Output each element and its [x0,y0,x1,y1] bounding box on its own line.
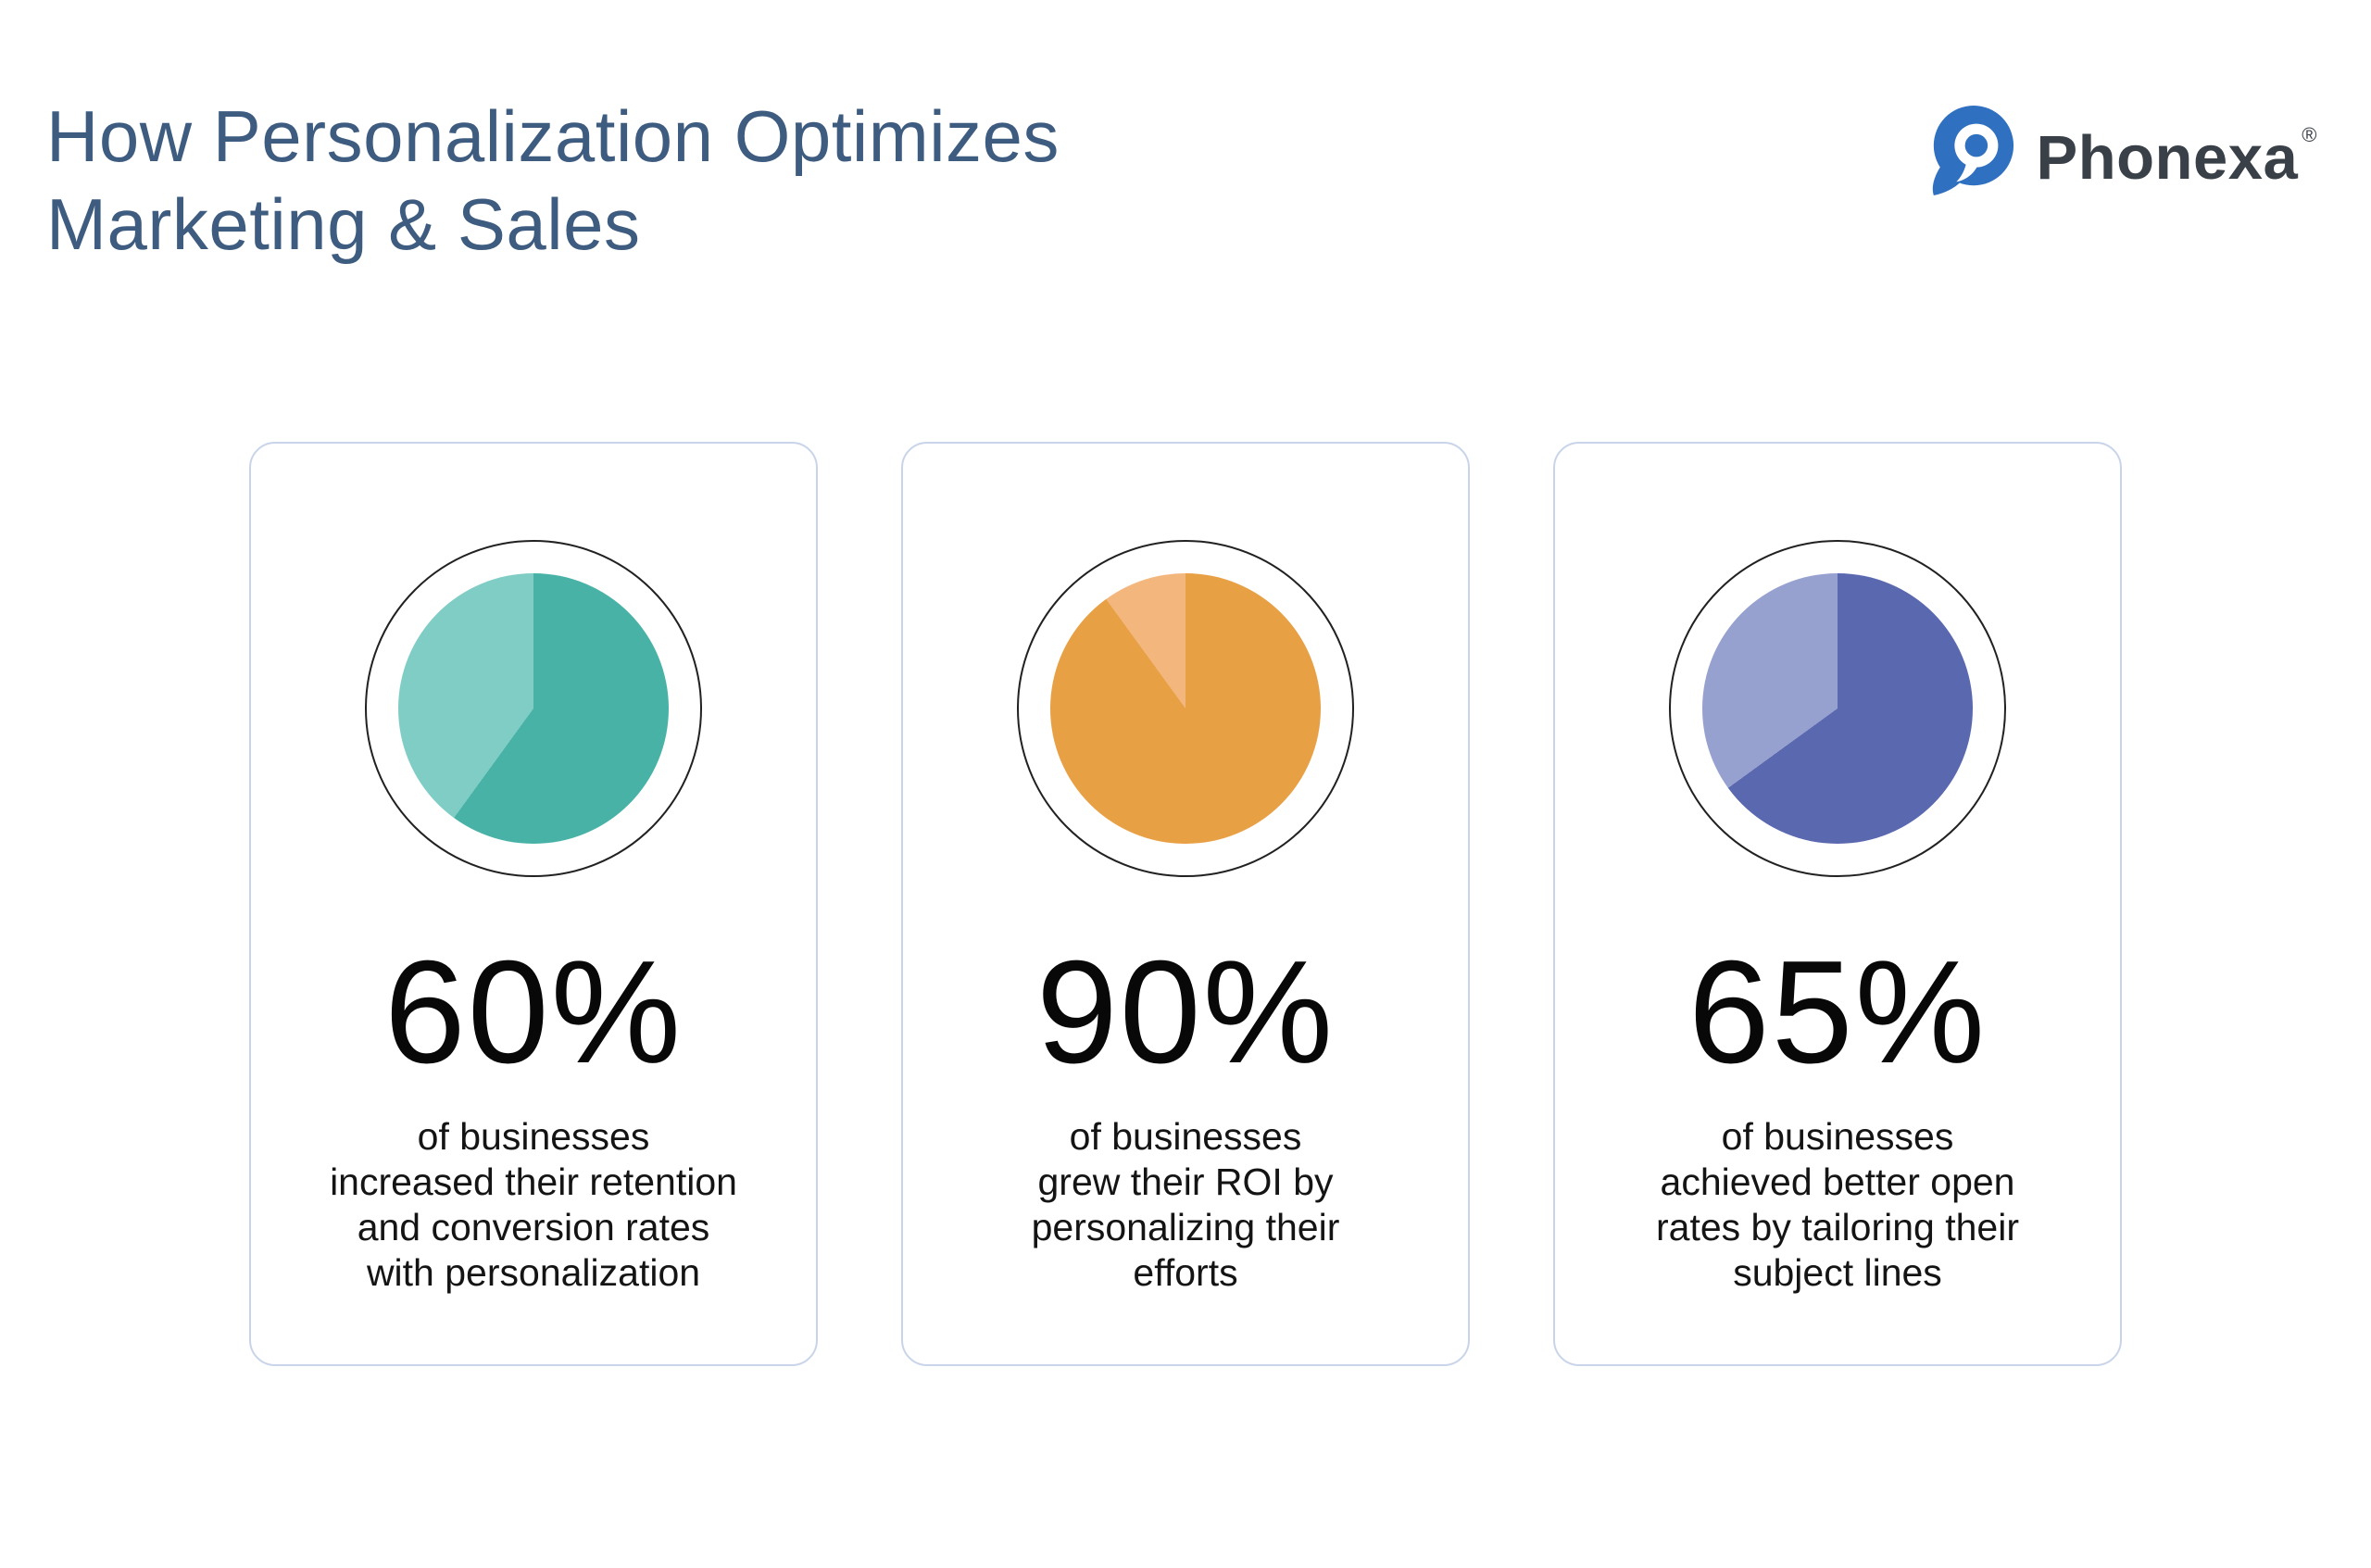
stat-percent: 90% [1035,931,1336,1094]
stat-description: of businesses grew their ROI by personal… [1031,1114,1340,1295]
phonexa-logo: Phonexa ® [1926,104,2317,198]
registered-trademark: ® [2302,122,2317,146]
pie-outer-ring [1017,540,1354,877]
stat-description: of businesses achieved better open rates… [1656,1114,2019,1295]
stat-card-roi: 90% of businesses grew their ROI by pers… [901,442,1470,1366]
pie-chart-60 [398,573,669,844]
stat-description: of businesses increased their retention … [330,1114,737,1295]
pie-chart-90 [1050,573,1321,844]
phonexa-pin-icon [1932,106,2013,196]
pie-outer-ring [365,540,702,877]
pie-chart-65 [1702,573,1973,844]
stat-percent: 65% [1687,931,1988,1094]
page-title: How Personalization Optimizes Marketing … [46,95,1060,266]
stat-percent: 60% [383,931,684,1094]
stat-card-open-rates: 65% of businesses achieved better open r… [1553,442,2122,1366]
brand-wordmark: Phonexa ® [2037,114,2317,189]
brand-text: Phonexa [2036,122,2299,193]
pie-outer-ring [1669,540,2006,877]
stat-card-retention: 60% of businesses increased their retent… [249,442,818,1366]
stat-cards-row: 60% of businesses increased their retent… [0,442,2371,1366]
